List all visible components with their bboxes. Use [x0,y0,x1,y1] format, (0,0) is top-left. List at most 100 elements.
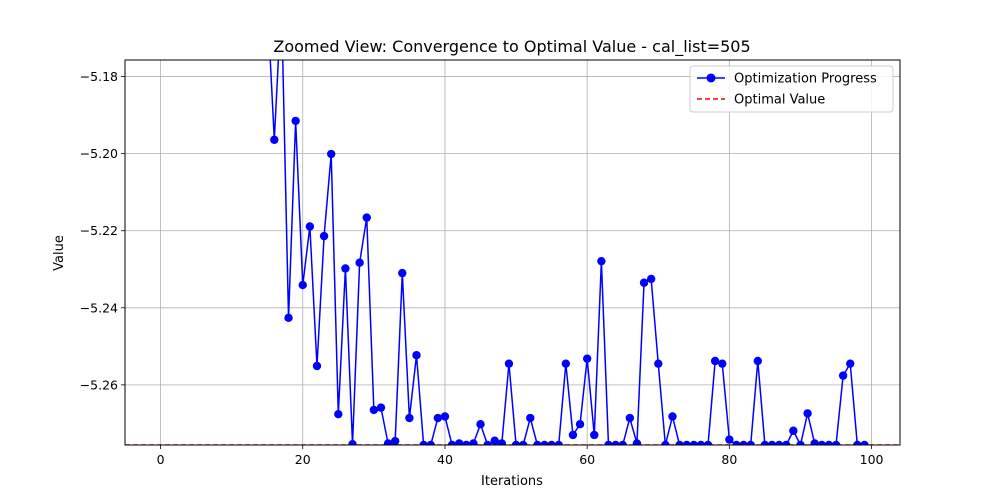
data-point [554,440,563,445]
data-point [796,440,805,445]
data-point [469,439,478,445]
data-point [533,440,542,445]
data-point [625,413,635,423]
data-point [582,354,592,363]
x-tick-label: 40 [437,452,453,467]
data-point [462,440,471,445]
data-point [326,149,336,159]
data-point [526,413,535,423]
data-point [575,419,585,429]
x-tick-label: 60 [579,452,595,467]
y-axis-ticks: −5.18 −5.20 −5.22 −5.24 −5.26 [80,69,125,392]
data-point [312,361,322,371]
data-point [497,439,507,445]
data-point [789,426,798,435]
x-tick-label: 80 [721,452,737,467]
data-point [547,440,556,445]
data-point [298,280,307,290]
data-point [689,440,699,445]
data-point [853,440,862,445]
data-point [355,258,364,267]
data-point [369,405,379,415]
data-point [590,430,599,440]
data-point [383,439,393,445]
y-axis-label: Value [52,235,67,271]
data-point [518,440,528,445]
data-point [483,440,492,445]
data-point [511,440,521,445]
data-point [846,359,855,368]
data-point [746,440,755,445]
data-point [831,440,841,445]
data-point [646,274,656,284]
data-point [803,409,812,418]
legend-box [689,65,894,113]
data-point [284,313,293,323]
plot-frame [124,59,901,446]
data-point [696,440,706,445]
x-tick-label: 100 [860,452,884,467]
data-point [838,371,848,380]
data-point [710,356,720,366]
data-point [718,359,727,368]
data-point [476,419,485,429]
data-point [824,440,834,445]
data-point [419,440,428,445]
data-point [860,440,869,445]
legend-label-optimal: Optimal Value [734,93,825,108]
data-point [611,440,620,445]
data-point [561,359,571,368]
data-point [732,440,741,445]
data-point [739,440,748,445]
data-point [398,268,407,278]
data-point [810,439,819,445]
data-point [682,440,691,445]
y-tick-label: −5.20 [80,146,118,161]
data-point [334,409,343,419]
data-point [675,440,684,445]
x-tick-label: 20 [295,452,311,467]
data-point [654,359,663,368]
data-point [632,439,642,445]
data-point [504,359,514,368]
data-point [774,440,784,445]
data-point [270,135,279,144]
data-point [703,440,713,445]
data-point [362,213,371,222]
data-point [341,264,350,273]
data-point [817,440,826,445]
data-point [447,440,457,445]
y-tick-label: −5.22 [80,223,118,238]
data-point [540,440,549,445]
chart-title: Zoomed View: Convergence to Optimal Valu… [273,37,750,57]
legend: Optimization Progress Optimal Value [689,65,894,113]
data-point [760,440,770,445]
data-point [767,440,777,445]
data-point [604,440,613,445]
data-point [753,356,762,366]
data-point [305,222,315,231]
legend-label-progress: Optimization Progress [734,72,877,87]
x-axis-label: Iterations [481,474,543,489]
data-point [597,256,606,266]
data-point [412,351,421,360]
data-point [568,430,578,440]
data-point [376,403,386,412]
data-point [291,116,300,126]
x-axis-ticks: 0 20 40 60 80 100 [157,445,884,467]
data-point [454,439,464,445]
series-layer [269,60,869,445]
data-point [618,440,627,445]
data-point [426,440,435,445]
data-point [433,413,443,423]
data-point [440,412,450,421]
data-point [639,278,649,287]
y-tick-label: −5.18 [80,69,118,84]
data-point [725,435,734,444]
data-point [782,440,791,445]
legend-marker-progress [706,73,716,83]
x-tick-label: 0 [157,452,165,467]
data-point [668,412,677,421]
